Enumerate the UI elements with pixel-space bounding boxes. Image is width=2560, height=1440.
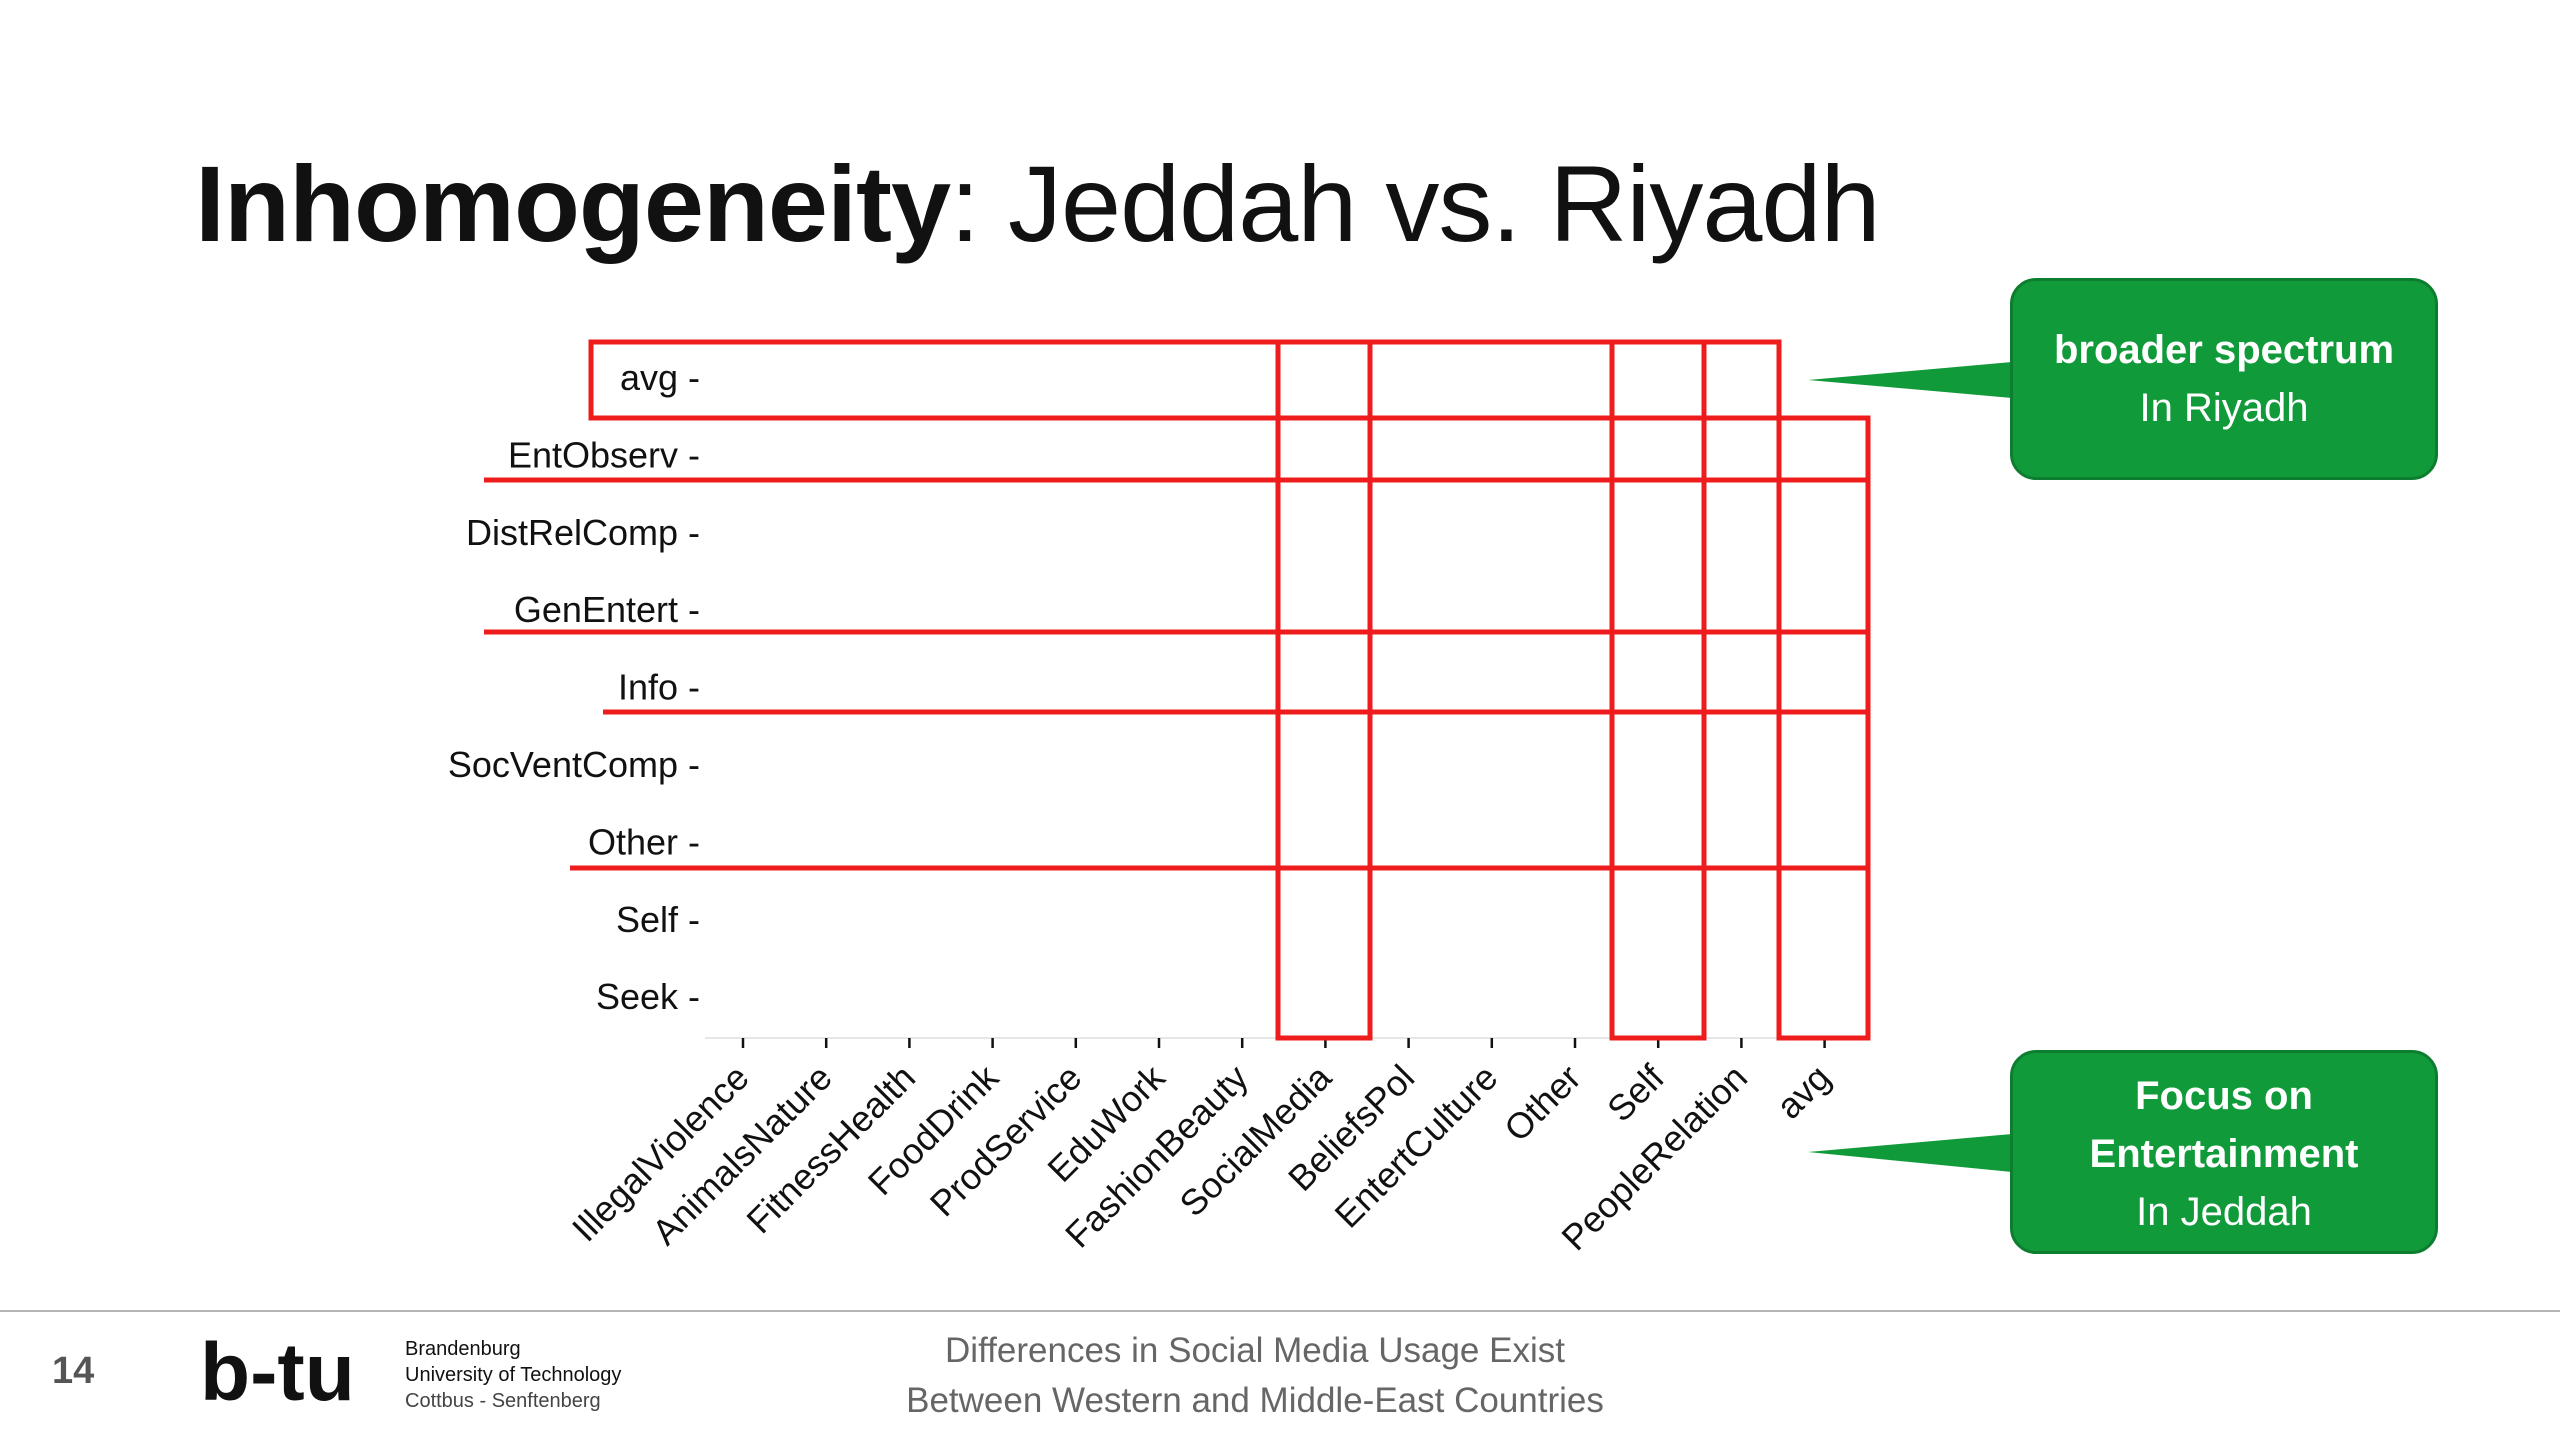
footer-caption: Differences in Social Media Usage Exist … <box>800 1326 1710 1426</box>
slide-title: Inhomogeneity: Jeddah vs. Riyadh <box>195 150 1881 258</box>
callout-broader-spectrum: broader spectrum In Riyadh <box>2010 278 2438 480</box>
callout-top-line1: broader spectrum <box>2053 328 2395 372</box>
y-tick-label: Self - <box>616 899 700 940</box>
y-tick-label: Other - <box>588 821 700 862</box>
callout-bottom-line1: Focus on <box>2135 1074 2313 1118</box>
callout-top-line2: In Riyadh <box>2139 386 2309 430</box>
highlight-box-column <box>1275 339 1373 1041</box>
x-tick-label: Self <box>1599 1056 1673 1130</box>
callout-bottom-pointer <box>1808 1134 2012 1172</box>
x-tick-label: avg <box>1768 1057 1838 1127</box>
y-tick-label: Seek - <box>596 976 700 1017</box>
page-number: 14 <box>52 1350 95 1392</box>
title-rest: : Jeddah vs. Riyadh <box>950 143 1881 264</box>
highlight-box-column <box>1609 339 1707 1041</box>
highlight-box-column <box>1776 415 1871 1041</box>
x-tick-label: Other <box>1496 1057 1589 1150</box>
footer-caption-line1: Differences in Social Media Usage Exist <box>945 1331 1565 1370</box>
y-tick-label: avg - <box>620 357 700 398</box>
university-name: Brandenburg University of Technology Cot… <box>405 1336 621 1414</box>
y-tick-label: Info - <box>618 667 700 708</box>
y-tick-label: GenEntert - <box>514 589 700 630</box>
footer-caption-line2: Between Western and Middle-East Countrie… <box>906 1381 1604 1420</box>
logo-text: b-tu <box>200 1330 355 1414</box>
callout-top-pointer <box>1808 362 2012 398</box>
footer-divider <box>0 1310 2560 1312</box>
university-line1: Brandenburg <box>405 1338 521 1360</box>
highlight-box-avg-row <box>588 339 1782 421</box>
callout-focus-entertainment: Focus on Entertainment In Jeddah <box>2010 1050 2438 1254</box>
callout-bottom-line3: In Jeddah <box>2136 1190 2312 1234</box>
y-tick-label: EntObserv - <box>508 434 700 475</box>
btu-logo: b-tu <box>200 1330 355 1414</box>
callout-bottom-line2: Entertainment <box>2089 1132 2359 1176</box>
title-bold: Inhomogeneity <box>195 143 951 264</box>
y-tick-label: SocVentComp - <box>448 744 700 785</box>
y-tick-label: DistRelComp - <box>466 512 700 553</box>
university-line3: Cottbus - Senftenberg <box>405 1390 601 1412</box>
university-line2: University of Technology <box>405 1364 622 1386</box>
